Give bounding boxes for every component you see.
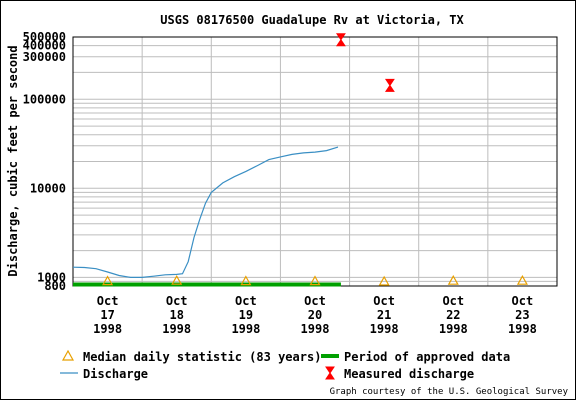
x-tick-label: Oct — [373, 294, 395, 308]
median-marker — [240, 275, 252, 286]
x-tick-label: 1998 — [508, 322, 537, 336]
x-tick-label: 20 — [308, 308, 322, 322]
x-tick-label: 1998 — [162, 322, 191, 336]
legend-measured-shape — [325, 366, 335, 380]
measured-marker — [384, 78, 395, 92]
median-marker — [447, 274, 459, 285]
y-tick-label: 500000 — [23, 30, 66, 44]
median-markers — [102, 274, 528, 286]
y-tick-label: 10000 — [30, 181, 66, 195]
x-tick-label: 1998 — [301, 322, 330, 336]
legend-measured-icon — [325, 366, 335, 380]
x-tick-label: 21 — [377, 308, 391, 322]
x-tick-label: 23 — [515, 308, 529, 322]
x-tick-label: 22 — [446, 308, 460, 322]
discharge-line — [72, 146, 339, 278]
y-tick-label: 1000 — [37, 270, 66, 284]
x-tick-label: Oct — [97, 294, 119, 308]
x-tick-label: Oct — [304, 294, 326, 308]
y-axis-label: Discharge, cubic feet per second — [6, 45, 20, 276]
x-tick-label: 1998 — [231, 322, 260, 336]
median-marker — [309, 275, 321, 286]
legend-approved-label: Period of approved data — [344, 350, 510, 364]
legend-measured-label: Measured discharge — [344, 367, 474, 381]
y-tick-label: 100000 — [23, 92, 66, 106]
legend-measured: Measured discharge — [325, 366, 474, 381]
measured-markers — [335, 33, 395, 92]
legend-discharge: Discharge — [60, 367, 148, 381]
median-marker — [516, 274, 528, 285]
credit-text: Graph courtesy of the U.S. Geological Su… — [330, 387, 569, 397]
x-tick-label: Oct — [166, 294, 188, 308]
median-marker — [378, 275, 390, 286]
legend: Median daily statistic (83 years) Period… — [60, 349, 510, 381]
x-tick-label: 1998 — [93, 322, 122, 336]
y-tick-label: 400000 — [23, 39, 66, 53]
x-tick-label: 18 — [169, 308, 183, 322]
legend-median-icon — [61, 349, 75, 361]
x-tick-label: Oct — [235, 294, 257, 308]
x-tick-labels: Oct171998Oct181998Oct191998Oct201998Oct2… — [93, 294, 537, 336]
y-tick-label: 300000 — [23, 50, 66, 64]
legend-median-label: Median daily statistic (83 years) — [83, 350, 321, 364]
chart-title: USGS 08176500 Guadalupe Rv at Victoria, … — [160, 13, 464, 27]
x-tick-label: 17 — [100, 308, 114, 322]
legend-median: Median daily statistic (83 years) — [61, 349, 321, 364]
y-tick-label: 800 — [44, 279, 66, 293]
x-tick-label: Oct — [512, 294, 534, 308]
median-marker — [171, 274, 183, 285]
median-marker — [102, 275, 114, 286]
x-tick-label: 1998 — [370, 322, 399, 336]
x-tick-label: 1998 — [439, 322, 468, 336]
grid — [73, 36, 557, 287]
x-tick-label: 19 — [239, 308, 253, 322]
x-tick-label: Oct — [442, 294, 464, 308]
legend-approved: Period of approved data — [321, 350, 510, 364]
measured-marker — [335, 33, 346, 47]
legend-discharge-label: Discharge — [83, 367, 148, 381]
